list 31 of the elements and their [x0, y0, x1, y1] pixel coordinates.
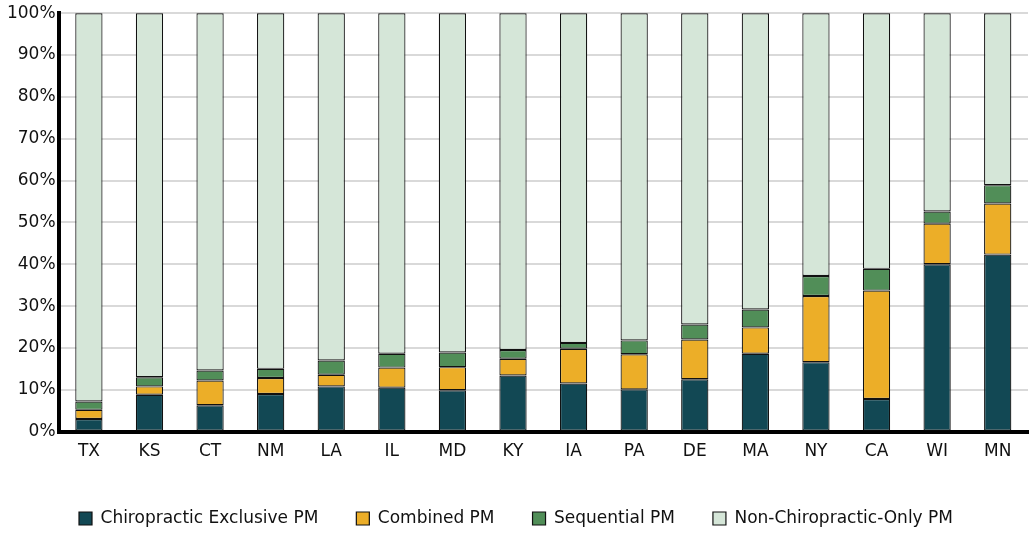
- x-tick-label: TX: [76, 440, 101, 461]
- x-tick-label: MD: [438, 440, 467, 461]
- x-tick-label: CT: [198, 440, 222, 461]
- x-tick-label: NM: [256, 440, 285, 461]
- y-tick-label: 100%: [6, 1, 56, 22]
- x-tick-label: KY: [502, 440, 525, 461]
- x-tick-label: MN: [984, 440, 1012, 461]
- x-tick-label: WI: [926, 440, 949, 461]
- legend-label: Combined PM: [377, 506, 495, 527]
- x-tick-label: PA: [623, 440, 645, 461]
- x-tick-label: LA: [320, 440, 343, 461]
- x-tick-label: MA: [742, 440, 769, 461]
- x-tick-label: IA: [565, 440, 583, 461]
- y-tick-label: 60%: [17, 168, 56, 189]
- legend-label: Sequential PM: [554, 506, 675, 527]
- x-tick-label: KS: [138, 440, 161, 461]
- y-tick-label: 80%: [17, 85, 56, 106]
- y-tick-label: 40%: [17, 252, 56, 273]
- x-tick-label: NY: [804, 440, 829, 461]
- x-tick-label: DE: [682, 440, 707, 461]
- legend-label: Non-Chiropractic-Only PM: [734, 506, 953, 527]
- y-tick-label: 0%: [28, 420, 56, 441]
- y-tick-label: 90%: [17, 43, 56, 64]
- y-tick-label: 30%: [17, 294, 56, 315]
- y-tick-label: 70%: [17, 127, 56, 148]
- y-tick-label: 20%: [17, 336, 56, 357]
- y-tick-label: 10%: [17, 378, 56, 399]
- x-tick-label: IL: [384, 440, 400, 461]
- x-tick-label: CA: [864, 440, 889, 461]
- legend-label: Chiropractic Exclusive PM: [100, 506, 319, 527]
- y-tick-label: 50%: [17, 210, 56, 231]
